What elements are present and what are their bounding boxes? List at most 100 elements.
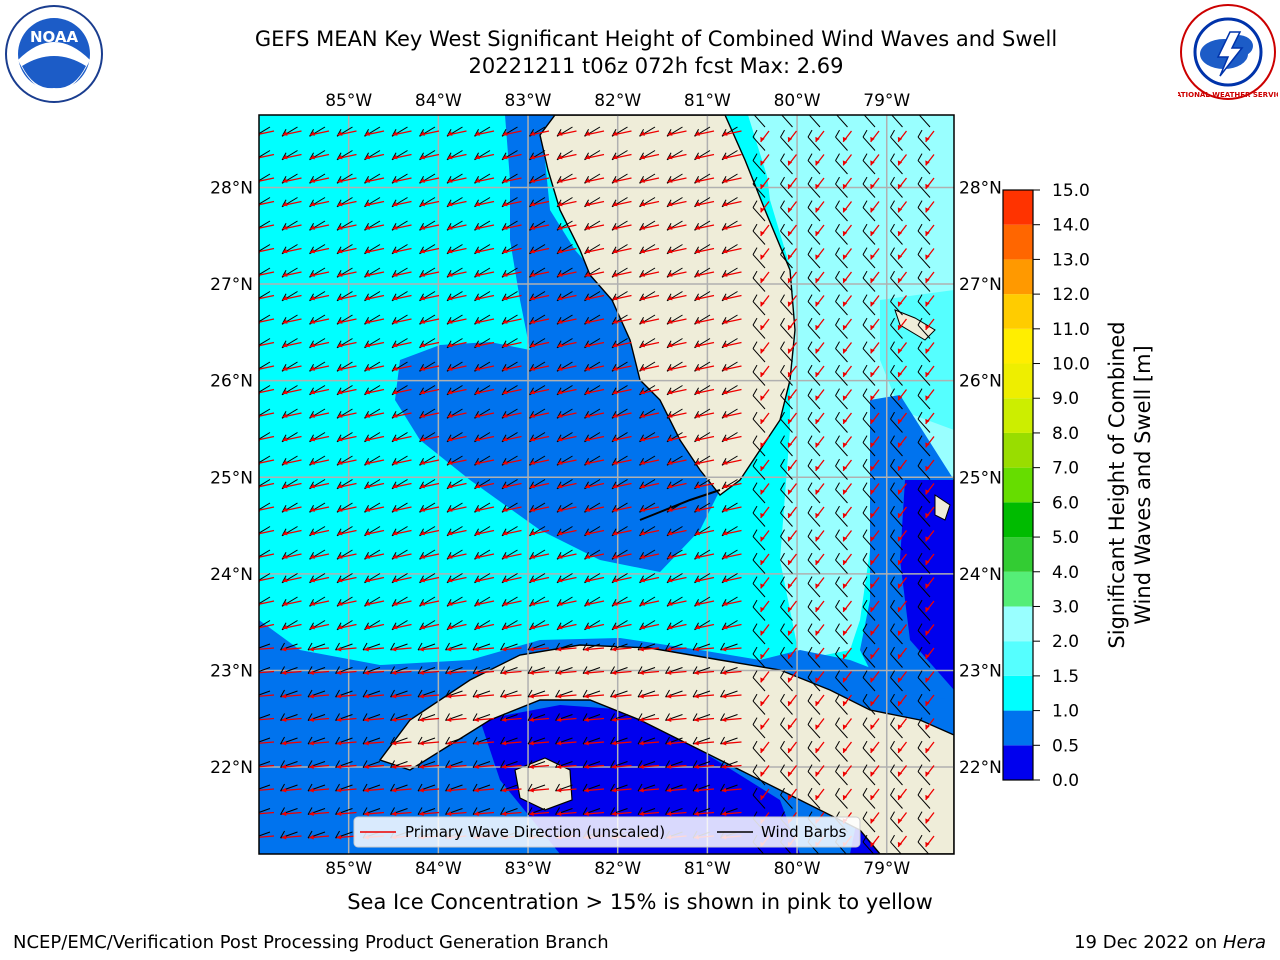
wind-barb [835,465,848,480]
wave-arrow-head [695,272,701,277]
wave-arrow-head [897,841,903,847]
wave-arrow-head [557,366,563,371]
wave-arrow-head [897,724,903,730]
wave-arrow-head [447,366,453,371]
wave-arrow-head [815,277,820,283]
wave-arrow-head [474,693,479,699]
wind-barb [862,771,876,786]
wind-barb [835,653,848,668]
wind-barb [835,160,848,175]
wave-arrow-head [530,272,536,277]
wave-arrow-head [420,577,426,583]
wind-barb-feather [752,458,758,467]
wind-barb-feather [280,830,285,839]
wind-barb-feather [752,576,758,584]
wave-arrow-head [787,371,793,377]
wave-arrow-head [529,787,534,793]
wave-arrow-head [530,624,536,630]
wind-barb-feather [752,529,758,537]
wind-barb-feather [890,529,895,537]
wave-arrow-head [760,653,765,659]
wind-barb-feather [720,736,725,745]
wave-arrow-head [254,788,259,793]
wind-barb-feather [666,855,670,862]
wind-barb-feather [582,689,588,698]
wind-barb-feather [582,760,588,768]
wave-arrow-head [281,670,287,675]
wind-barb [890,136,903,151]
wind-barb-feather [307,760,313,768]
wind-barb [891,115,903,128]
wind-barb-feather [890,505,895,514]
wave-arrow [259,811,275,815]
wave-arrow-head [760,747,765,753]
wind-barb [752,630,766,645]
wind-barb [807,136,821,151]
wave-arrow-head [502,554,508,559]
wave-arrow-head [475,272,481,277]
wind-barb-feather [835,435,840,443]
wave-arrow-head [585,295,591,301]
wind-barb-feather [259,505,260,506]
colorbar-segment [1003,432,1033,468]
wind-barb [807,442,821,457]
map-subtitle: 20221211 t06z 072h fcst Max: 2.69 [468,54,844,78]
wind-barb-feather [259,599,260,600]
lon-label-bottom: 85°W [325,859,372,879]
wave-arrow-head [585,201,591,207]
mid-wave-region [880,290,954,430]
wind-barb-feather [582,713,588,721]
wind-barb [753,115,766,128]
wave-arrow-head [556,787,562,793]
wind-barb-feather [637,713,643,721]
wave-arrow-head [419,646,424,652]
wave-arrow-head [530,507,536,512]
wave-arrow-head [365,413,371,418]
wave-arrow-head [310,366,316,371]
wave-arrow [254,860,274,862]
wave-arrow [259,553,275,558]
wave-arrow-head [815,183,820,189]
wind-barb-feather [500,783,505,792]
wave-arrow-head [760,700,765,706]
wave-arrow-head [475,248,481,254]
wave-arrow-head [585,225,591,230]
wind-barb [752,489,766,504]
wave-arrow-head [640,624,646,630]
wave-arrow-head [392,295,398,301]
wave-arrow-head [310,624,316,630]
wave-arrow-head [585,248,591,254]
wave-arrow-head [925,442,930,448]
lon-label-bottom: 83°W [505,859,552,879]
wave-arrow-head [364,646,369,652]
wave-arrow-head [722,483,728,489]
wave-arrow-head [557,530,563,536]
wind-barb-feather [259,317,260,318]
wave-arrow-head [925,324,930,330]
wind-barb [752,136,766,151]
wave-arrow-head [612,295,618,301]
wind-barb [259,620,271,628]
wave-arrow-head [695,178,701,183]
wind-barb [890,160,903,175]
wind-barb [890,395,903,410]
wind-barb [862,747,876,762]
wind-barb [862,794,876,809]
wave-arrow-head [310,342,316,348]
wave-arrow-head [557,554,563,559]
wave-arrow-head [309,834,314,840]
wave-arrow-head [502,366,508,371]
wind-barb-feather [259,200,260,201]
wave-arrow-head [842,254,848,260]
wave-arrow [259,247,275,253]
wave-arrow [259,576,275,582]
wind-barb-feather [862,482,868,490]
wave-arrow-head [640,201,646,207]
wind-barb-feather [307,830,313,839]
wave-arrow-head [309,858,314,863]
wave-arrow-head [870,207,875,213]
wind-barb-feather [780,200,785,208]
wave-arrow-head [475,178,481,183]
wind-barb [752,183,766,198]
wave-arrow-head [365,225,371,230]
